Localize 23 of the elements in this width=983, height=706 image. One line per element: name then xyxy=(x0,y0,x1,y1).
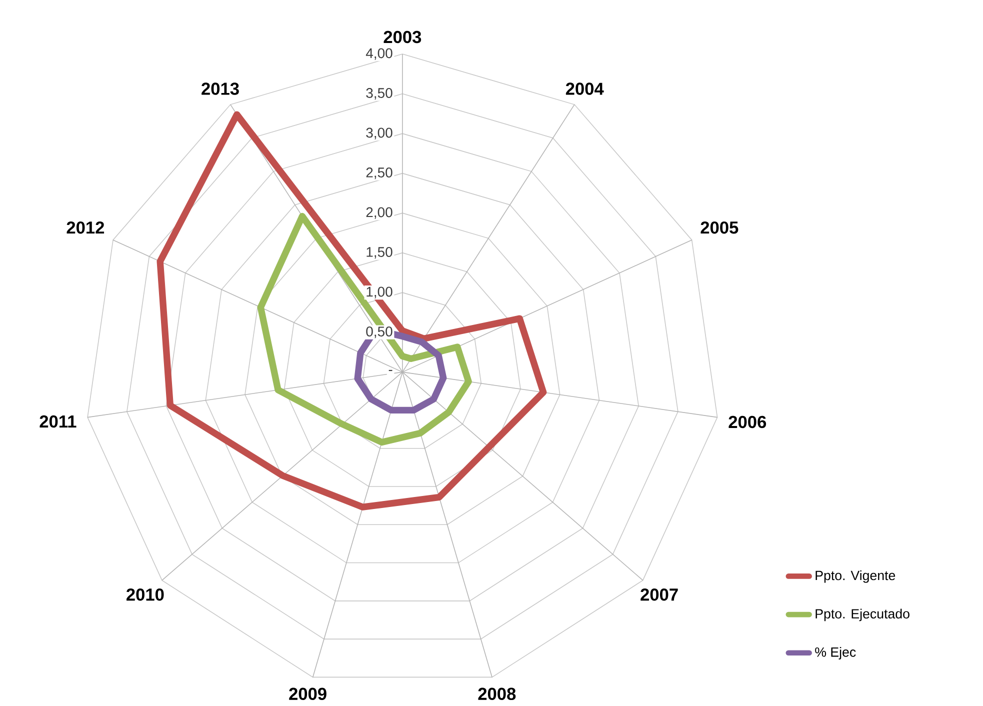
y-tick-label: 4,00 xyxy=(366,48,392,60)
y-tick-label: - xyxy=(388,370,392,372)
legend-label: Ppto. Vigente xyxy=(816,570,896,583)
spoke-label: 2004 xyxy=(566,82,604,95)
spoke-label: 2007 xyxy=(640,588,678,601)
spoke-label: 2008 xyxy=(478,688,516,700)
legend-label: % Ejec xyxy=(815,647,856,660)
spoke-label: 2012 xyxy=(66,221,104,234)
spoke-label: 2006 xyxy=(728,416,766,428)
y-tick-label: 3,00 xyxy=(366,128,392,140)
y-tick-label: 1,50 xyxy=(366,247,392,259)
spoke-label: 2013 xyxy=(202,82,239,95)
spoke-label: 2011 xyxy=(40,415,76,428)
y-tick-label: 1,00 xyxy=(366,286,392,298)
y-tick-label: 3,50 xyxy=(366,88,392,100)
y-tick-label: 2,50 xyxy=(366,168,392,180)
legend-label: Ppto. Ejecutado xyxy=(816,608,910,622)
y-tick-label: 2,00 xyxy=(366,207,392,219)
spoke-label: 2003 xyxy=(384,30,422,44)
y-tick-label: 0,50 xyxy=(366,326,392,338)
spoke-label: 2009 xyxy=(289,688,326,700)
spoke-label: 2010 xyxy=(126,588,164,601)
spoke-label: 2005 xyxy=(700,221,738,234)
